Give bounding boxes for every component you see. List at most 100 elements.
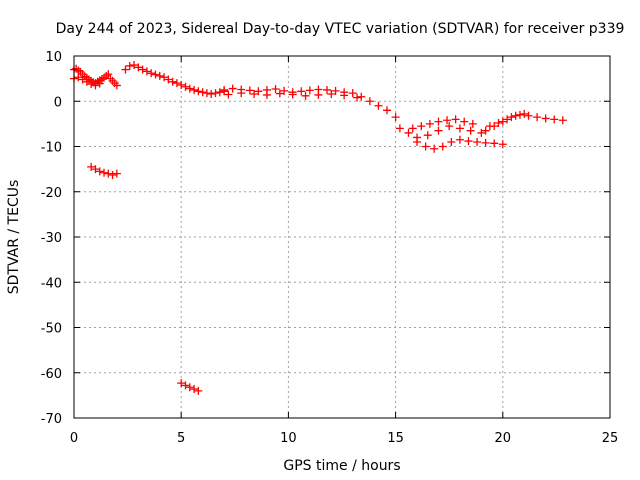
data-point [374,101,383,110]
data-point [155,71,164,80]
data-point [498,117,507,126]
data-point [425,119,434,128]
data-point [322,85,331,94]
data-point [353,93,362,102]
data-point [194,386,203,395]
series-main-track-morning [121,61,229,99]
data-point [280,86,289,95]
data-point [481,138,490,147]
series-outlier-track-1 [87,162,121,180]
data-point [74,73,83,82]
data-point [220,85,229,94]
data-point [533,113,542,122]
data-point [151,70,160,79]
y-tick-label: -70 [41,412,62,427]
data-point [430,144,439,153]
data-point [490,139,499,148]
data-point [262,90,271,99]
data-point [464,137,473,146]
data-point [520,109,529,118]
x-tick-label: 5 [177,431,185,446]
data-point [348,89,357,98]
data-point [121,65,130,74]
data-point [413,133,422,142]
data-points [70,61,567,395]
x-axis-label: GPS time / hours [283,458,400,474]
data-point [451,115,460,124]
data-point [434,126,443,135]
data-point [177,379,186,388]
data-point [190,385,199,394]
data-point [250,90,259,99]
y-tick-label: 0 [54,95,62,110]
data-point [194,87,203,96]
x-tick-label: 10 [280,431,297,446]
data-point [125,61,134,70]
data-point [78,75,87,84]
data-point [447,137,456,146]
series-late-track [481,109,567,135]
data-point [288,90,297,99]
data-point [172,79,181,88]
data-point [138,65,147,74]
data-point [112,81,121,90]
data-point [485,122,494,131]
data-point [408,124,417,133]
data-point [95,79,104,88]
y-tick-label: -40 [41,276,62,291]
data-point [455,124,464,133]
data-point [550,115,559,124]
data-point [507,113,516,122]
data-point [515,110,524,119]
data-point [498,140,507,149]
data-point [202,89,211,98]
x-tick-label: 25 [602,431,619,446]
data-point [142,67,151,76]
data-point [423,131,432,140]
data-point [404,128,413,137]
data-point [104,169,113,178]
data-point [190,85,199,94]
x-tick-label: 15 [387,431,404,446]
y-tick-label: -30 [41,231,62,246]
data-point [181,82,190,91]
data-point [275,89,284,98]
data-point [168,77,177,86]
axis-ticks: 0 5 10 15 20 25 10 0 -10 -20 -30 -40 -50 -60 -70 [41,50,619,446]
data-point [164,75,173,84]
y-tick-label: -60 [41,367,62,382]
data-point [160,73,169,82]
data-point [314,90,323,99]
data-point [82,77,91,86]
y-tick-label: -10 [41,141,62,156]
data-point [421,142,430,151]
y-tick-label: 10 [45,50,62,65]
data-point [395,124,404,133]
data-point [391,113,400,122]
data-point [468,119,477,128]
data-point [185,383,194,392]
series-evening-tracks [395,115,507,153]
data-point [340,91,349,100]
data-point [130,61,139,70]
data-point [331,86,340,95]
data-point [177,80,186,89]
data-point [228,84,237,93]
data-point [100,168,109,177]
data-point [327,90,336,99]
chart-title: Day 244 of 2023, Sidereal Day-to-day VTE… [56,21,625,37]
data-point [91,81,100,90]
data-point [301,91,310,100]
data-point [503,115,512,124]
x-tick-label: 20 [495,431,512,446]
data-point [460,117,469,126]
data-point [511,111,520,120]
data-point [271,85,280,94]
data-point [245,86,254,95]
data-point [473,137,482,146]
data-point [434,117,443,126]
data-point [541,114,550,123]
data-point [211,89,220,98]
series-main-track-early [70,64,121,90]
